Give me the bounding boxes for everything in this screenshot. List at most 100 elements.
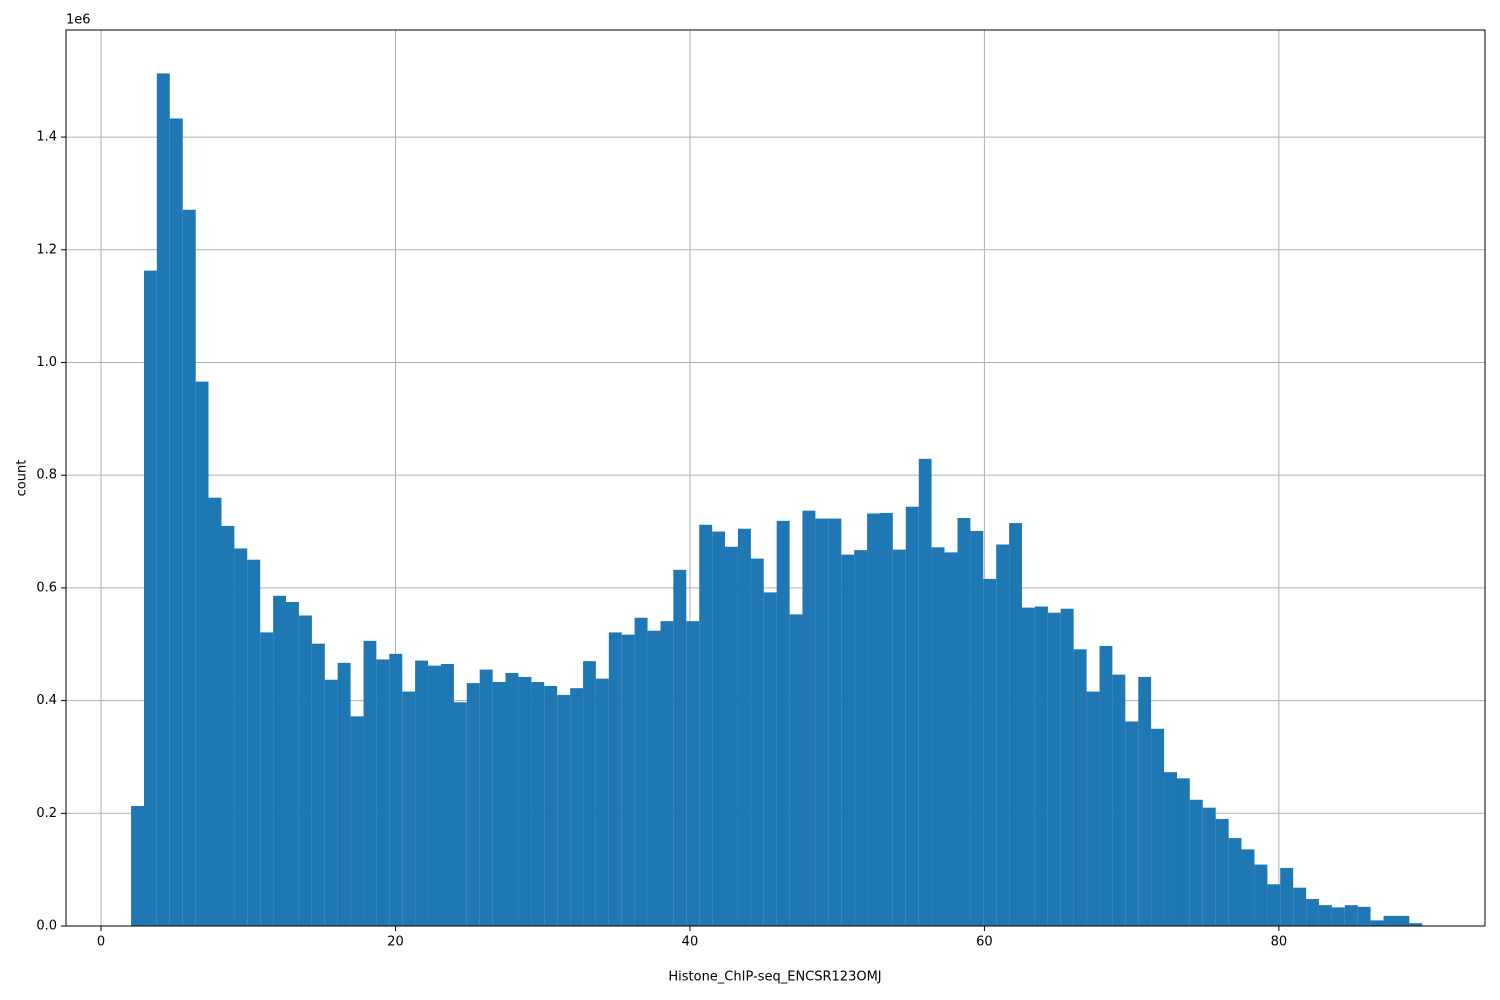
bar — [880, 512, 893, 926]
bar — [544, 685, 558, 926]
x-tick-label: 40 — [682, 935, 699, 950]
plot-frame — [65, 29, 1486, 927]
bar — [1370, 920, 1384, 926]
bar — [1060, 608, 1074, 926]
bar — [854, 550, 868, 926]
bars — [131, 73, 1423, 927]
bar — [1099, 645, 1113, 926]
bar — [1112, 674, 1126, 926]
bar — [221, 525, 235, 926]
bar — [621, 634, 635, 926]
bar — [1151, 728, 1165, 926]
bar — [905, 506, 919, 926]
bar — [195, 381, 209, 927]
bar — [144, 270, 157, 926]
bar — [402, 691, 416, 926]
bar — [208, 497, 222, 926]
bar — [1228, 838, 1242, 926]
bar — [156, 73, 170, 927]
bar — [1086, 691, 1100, 926]
bar — [376, 659, 390, 926]
bar — [1164, 772, 1177, 926]
bar — [957, 518, 971, 926]
bar — [453, 702, 467, 926]
bar — [1293, 887, 1307, 926]
bar — [608, 632, 622, 926]
bar — [1215, 818, 1229, 926]
bar — [492, 681, 506, 926]
bar — [505, 672, 519, 926]
bar — [931, 547, 945, 926]
y-tick-label: 1.0 — [36, 355, 57, 370]
bar — [1383, 915, 1397, 926]
bar — [583, 661, 596, 926]
bar — [440, 663, 454, 926]
bar — [1409, 923, 1423, 926]
bar — [802, 510, 816, 926]
bar — [944, 552, 958, 926]
x-axis-label: Histone_ChIP-seq_ENCSR123OMJ — [668, 970, 881, 985]
bar — [260, 632, 274, 926]
bar — [1318, 905, 1332, 926]
bar — [1344, 905, 1358, 926]
bar — [789, 614, 803, 926]
bar — [712, 531, 726, 926]
bar — [531, 681, 545, 926]
bar — [1034, 606, 1048, 926]
y-tick-label: 0.2 — [36, 806, 57, 821]
bar — [1073, 649, 1087, 926]
bar — [389, 653, 403, 926]
bar — [285, 601, 299, 926]
bar — [1202, 807, 1216, 926]
bar — [1241, 849, 1255, 926]
bar — [1396, 915, 1410, 926]
bar — [1267, 884, 1281, 926]
y-tick-label: 1.2 — [36, 242, 57, 257]
bar — [750, 558, 764, 926]
y-tick-label: 1.4 — [36, 130, 57, 145]
bar — [634, 617, 648, 926]
bar — [337, 662, 351, 926]
bar — [1138, 676, 1152, 926]
bar — [763, 592, 777, 926]
bar — [273, 595, 286, 926]
y-tick-label: 0.0 — [36, 919, 57, 934]
bar — [182, 209, 196, 926]
bar — [298, 615, 312, 926]
bar — [815, 518, 829, 926]
bar — [247, 559, 261, 926]
bar — [1357, 906, 1371, 926]
bar — [363, 640, 377, 926]
bar — [776, 520, 790, 926]
bar — [841, 554, 855, 926]
bar — [970, 530, 984, 926]
bar — [1280, 867, 1294, 926]
bar — [570, 688, 584, 926]
bar — [324, 679, 338, 926]
x-tick-label: 20 — [387, 935, 404, 950]
bar — [131, 805, 145, 926]
bar — [918, 458, 932, 926]
bar — [557, 694, 571, 926]
bar — [673, 569, 687, 926]
bar — [867, 513, 881, 926]
bar — [1047, 612, 1061, 926]
bar — [1189, 799, 1203, 926]
bar — [595, 678, 609, 926]
y-tick-label: 0.4 — [36, 693, 57, 708]
x-tick-label: 0 — [97, 935, 105, 950]
bar — [1176, 778, 1190, 926]
bar — [234, 548, 248, 926]
bar — [828, 518, 842, 926]
bar — [983, 578, 997, 926]
bar — [479, 669, 493, 926]
bar — [725, 546, 738, 926]
y-offset-label: 1e6 — [66, 13, 91, 28]
bar — [1021, 607, 1035, 926]
bar — [518, 676, 532, 926]
bar — [737, 528, 751, 926]
bar — [647, 630, 661, 926]
bar — [660, 621, 674, 926]
